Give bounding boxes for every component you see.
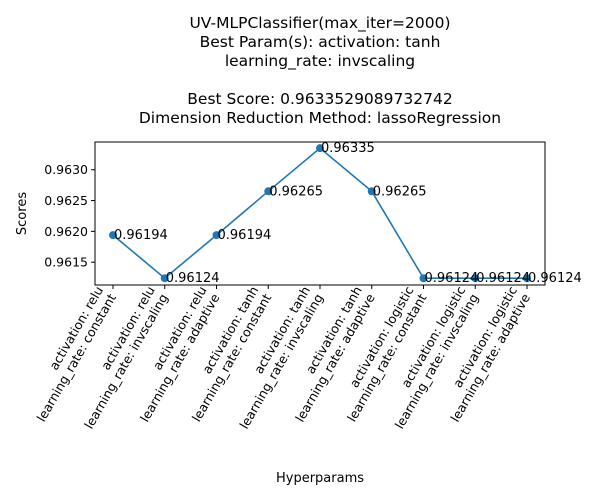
data-point: [367, 187, 376, 196]
chart-title: UV-MLPClassifier(max_iter=2000)Best Para…: [139, 14, 501, 127]
data-point: [316, 144, 324, 153]
x-axis-label: Hyperparams: [276, 471, 364, 486]
title-line: Best Param(s): activation: tanh: [200, 33, 441, 51]
data-point: [109, 231, 117, 240]
title-line: UV-MLPClassifier(max_iter=2000): [189, 14, 450, 33]
title-line: Dimension Reduction Method: lassoRegress…: [139, 109, 501, 127]
y-tick-label: 0.9625: [44, 193, 88, 208]
data-point: [212, 231, 221, 240]
y-tick-label: 0.9630: [44, 162, 88, 177]
y-tick-label: 0.9615: [44, 255, 88, 270]
title-line: Best Score: 0.9633529089732742: [187, 90, 452, 108]
data-point: [523, 274, 531, 283]
data-point: [471, 274, 480, 283]
data-point: [264, 187, 273, 196]
data-label: 0.96124: [425, 271, 479, 286]
data-label: 0.96124: [166, 271, 220, 286]
y-tick-label: 0.9620: [44, 224, 88, 239]
data-label: 0.96265: [373, 184, 427, 199]
title-line: learning_rate: invscaling: [225, 52, 415, 71]
data-labels: 0.96194 0.96124 0.96194 0.96265 0.96335 0.962…: [114, 141, 582, 286]
data-point: [160, 274, 169, 283]
data-label: 0.96265: [269, 184, 323, 199]
data-label: 0.96335: [321, 141, 375, 156]
data-label: 0.96124: [476, 271, 530, 286]
data-label: 0.96194: [218, 228, 272, 243]
data-label: 0.96194: [114, 228, 168, 243]
data-label: 0.96124: [528, 271, 582, 286]
y-axis-label: Scores: [15, 192, 30, 235]
axes-frame: [94, 141, 546, 286]
y-axis-ticks: 0.9615 0.9620 0.9625 0.9630: [44, 162, 95, 270]
series-line: [112, 147, 527, 280]
data-point: [419, 274, 428, 283]
series-scores: [109, 144, 531, 283]
